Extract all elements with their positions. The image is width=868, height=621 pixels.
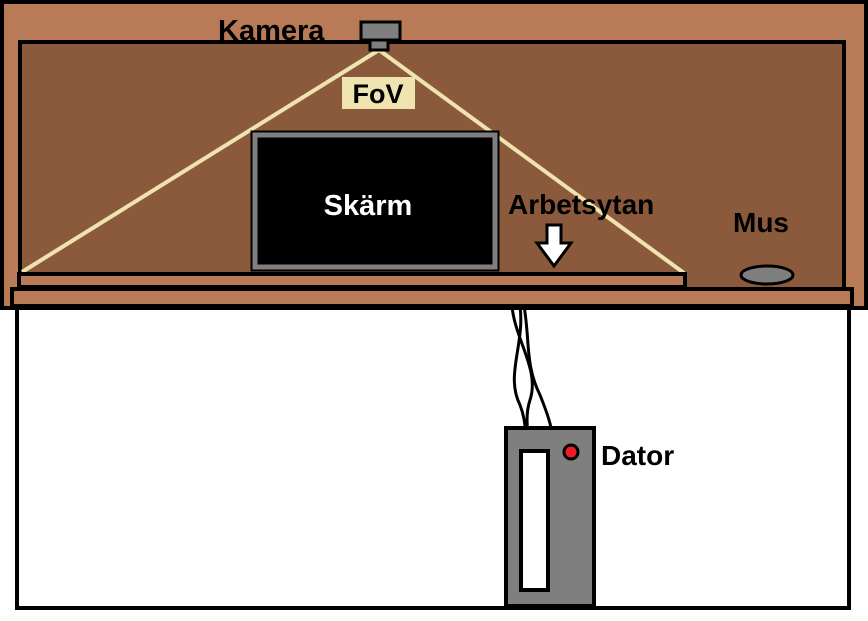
desk-board bbox=[10, 287, 854, 308]
screen-label: Skärm bbox=[324, 190, 413, 222]
floor-area bbox=[15, 303, 851, 610]
camera-lens bbox=[368, 38, 390, 52]
mouse-label: Mus bbox=[733, 207, 789, 238]
work-surface bbox=[17, 272, 687, 289]
down-arrow-icon bbox=[534, 223, 574, 269]
fov-label-box bbox=[342, 77, 415, 109]
fov-right-line bbox=[377, 48, 686, 275]
power-light-icon bbox=[562, 443, 580, 461]
cable-2 bbox=[512, 305, 527, 429]
computer-label: Dator bbox=[601, 440, 674, 471]
screen-frame bbox=[252, 132, 498, 270]
computer-drive-slot bbox=[519, 449, 550, 592]
camera-label: Kamera bbox=[218, 15, 325, 47]
mouse-shape bbox=[739, 264, 795, 286]
work-surface-label: Arbetsytan bbox=[508, 189, 654, 220]
fov-label: FoV bbox=[353, 79, 404, 109]
cable-3 bbox=[522, 305, 553, 429]
camera-body bbox=[359, 20, 402, 42]
fov-left-line bbox=[20, 48, 381, 274]
cable-1 bbox=[510, 305, 534, 429]
